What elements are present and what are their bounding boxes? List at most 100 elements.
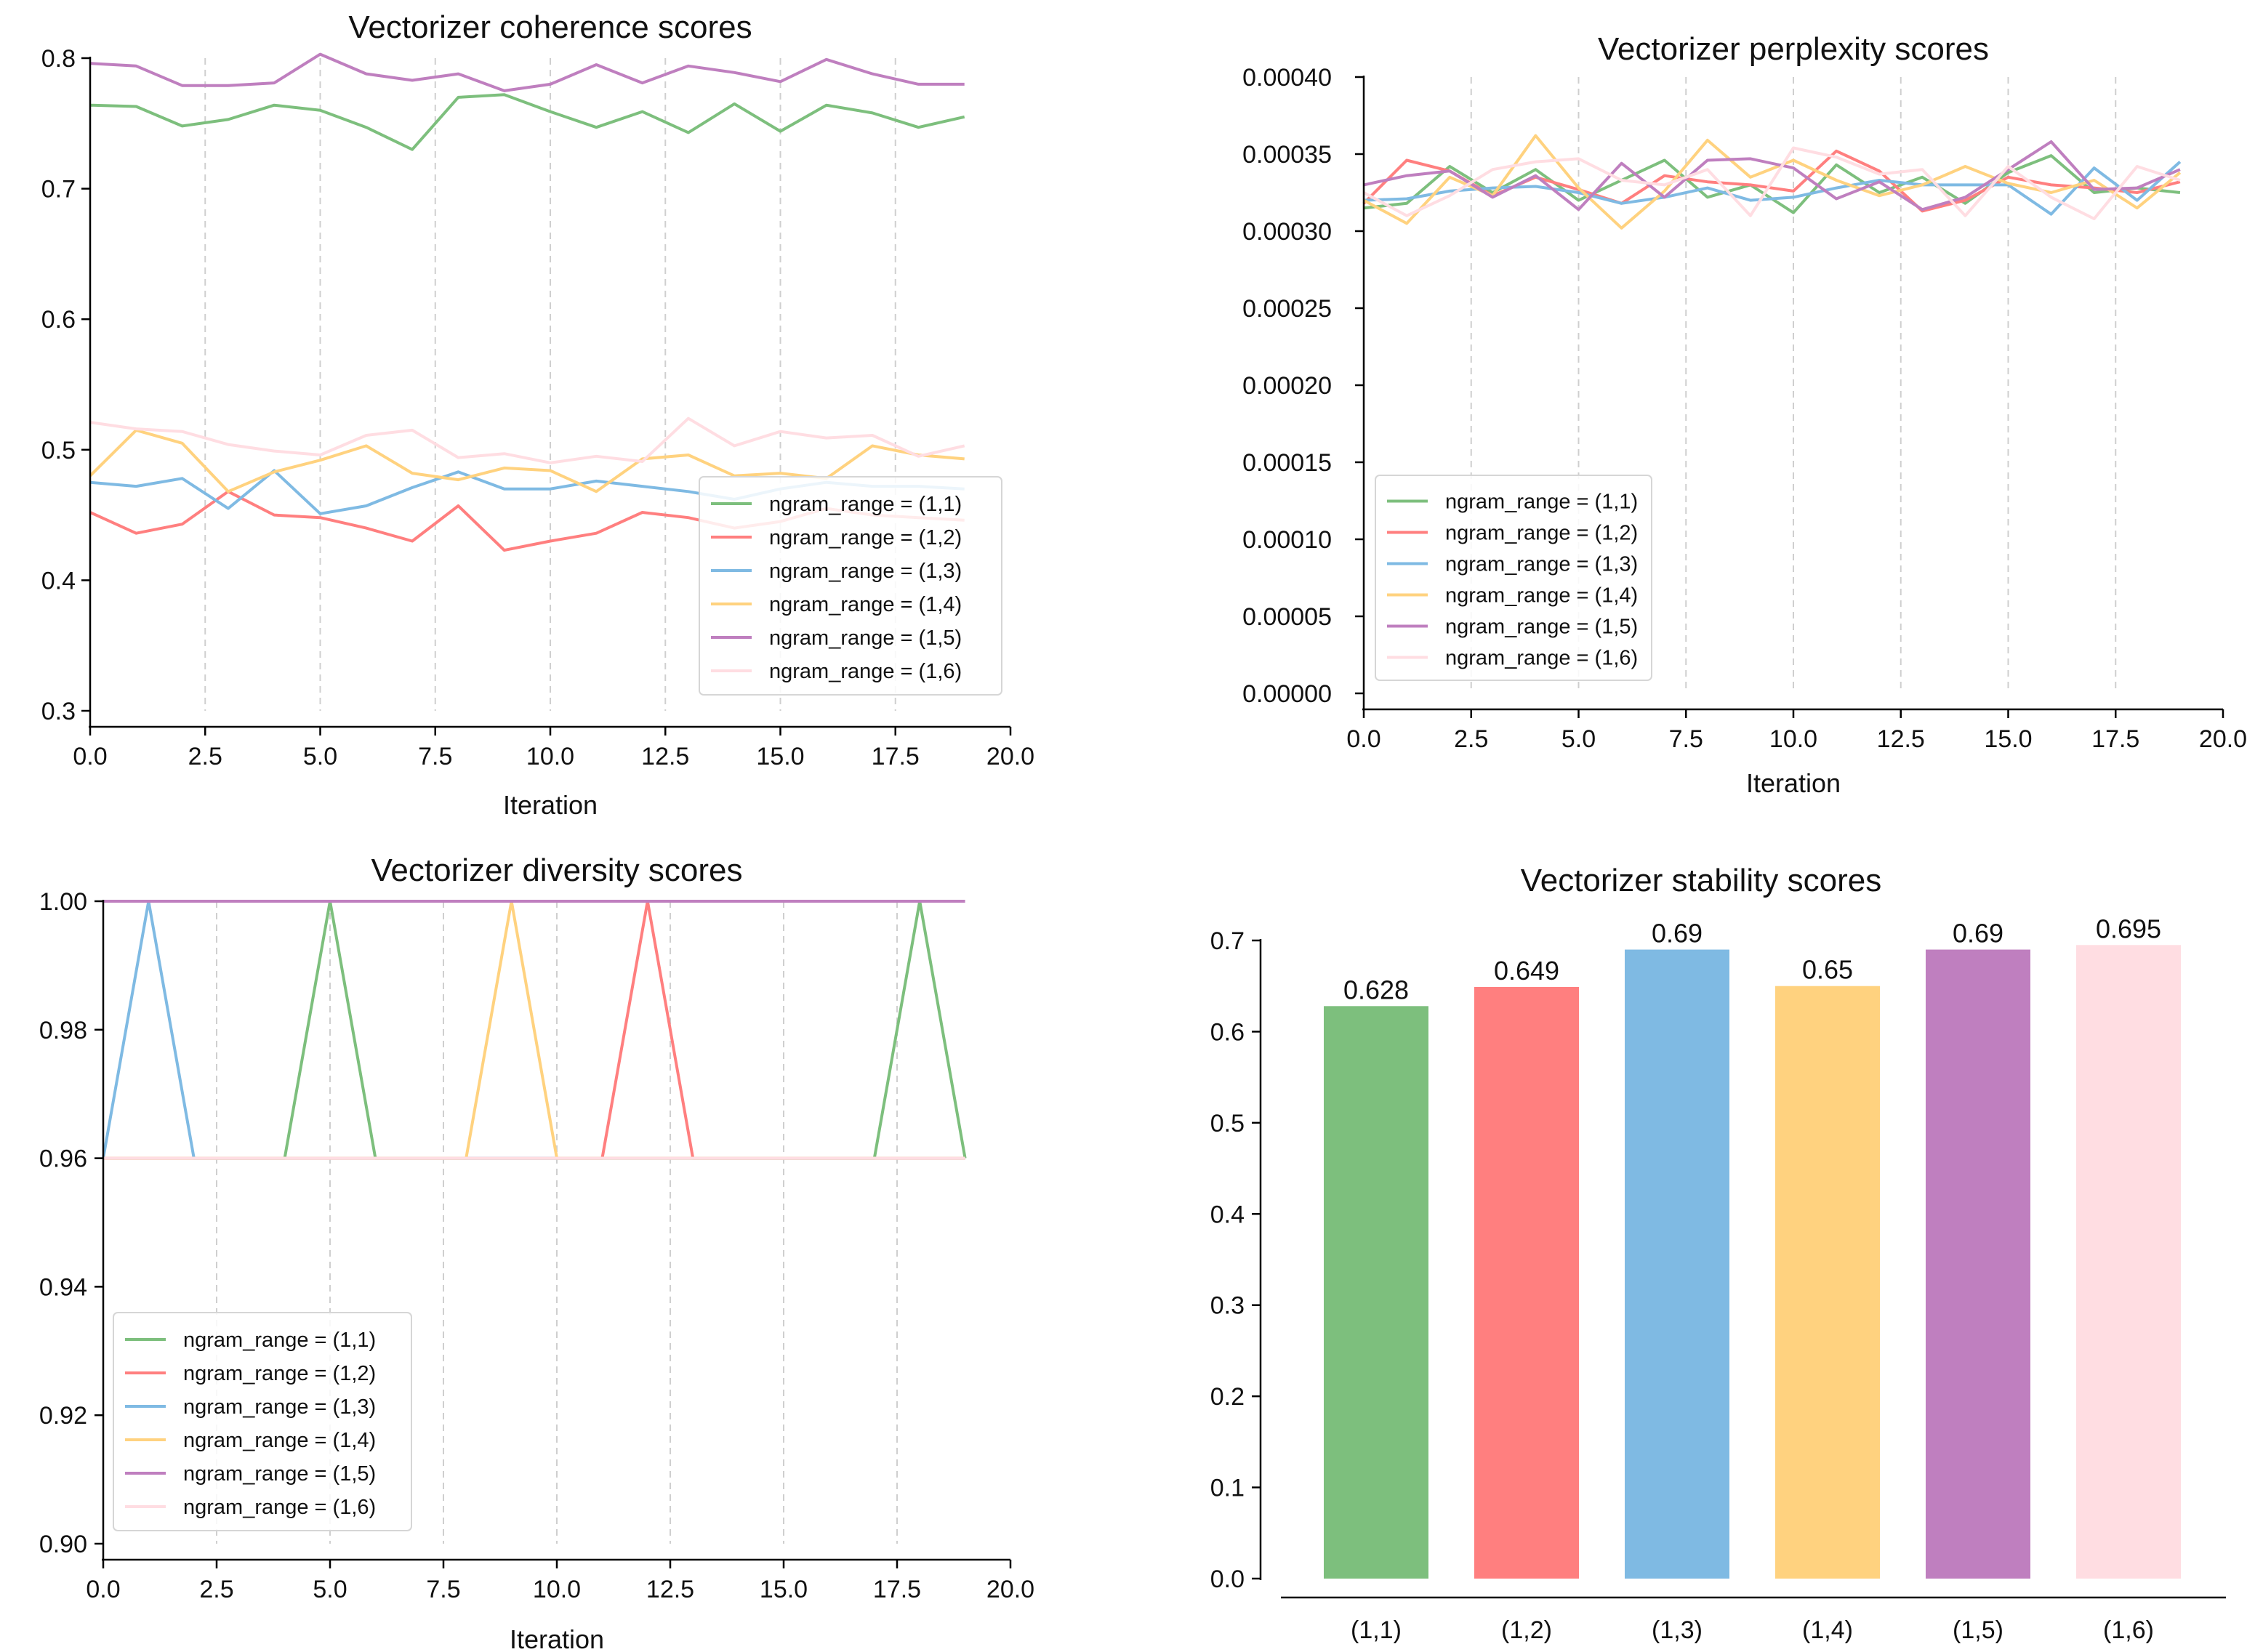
x-tick-label: 2.5 [188,743,222,770]
x-tick-label: 2.5 [199,1576,233,1603]
y-tick-label: 0.00000 [1242,680,1332,708]
chart-title: Vectorizer stability scores [1521,863,1881,898]
legend-box [113,1312,412,1531]
x-tick-label: 0.0 [1346,725,1380,753]
x-tick-label: (1,2) [1501,1616,1552,1644]
series-line-6 [1363,146,2181,220]
chart-title: Vectorizer diversity scores [371,853,742,888]
y-tick-label: 0.4 [41,567,76,595]
bar-6 [2076,945,2181,1579]
x-tick-label: 15.0 [756,743,804,770]
chart-title: Vectorizer coherence scores [348,9,752,45]
coherence-chart: 0.3 0.4 0.5 0.6 0.7 0.8 0.0 2.5 5.0 7.5 10.0 12.5 15… [41,9,1034,820]
x-tick-label: 7.5 [426,1576,460,1603]
legend-label: ngram_range = (1,3) [769,560,962,583]
legend-label: ngram_range = (1,6) [183,1496,376,1519]
x-axis-label: Iteration [1746,768,1841,798]
bar-2 [1474,986,1579,1579]
legend-label: ngram_range = (1,1) [769,493,962,516]
y-tick-label: 0.94 [39,1273,87,1301]
x-tick-label: 15.0 [760,1576,808,1603]
x-tick-label: 10.0 [533,1576,581,1603]
legend-box [699,476,1002,696]
bar-5 [1926,949,2030,1579]
x-tick-label: 10.0 [526,743,574,770]
y-tick-label: 0.00020 [1242,372,1332,400]
y-tick-label: 0.7 [41,176,76,204]
bar-1 [1324,1006,1428,1579]
x-tick-label: 0.0 [73,743,107,770]
chart-title: Vectorizer perplexity scores [1598,31,1989,67]
x-tick-label: 17.5 [873,1576,921,1603]
legend-label: ngram_range = (1,4) [183,1429,376,1452]
legend: ngram_range = (1,1) ngram_range = (1,2) ng… [1375,475,1652,681]
x-tick-label: 20.0 [986,1576,1034,1603]
legend-label: ngram_range = (1,5) [769,626,962,650]
legend-box [1375,475,1652,681]
legend-label: ngram_range = (1,2) [769,526,962,549]
y-tick-label: 0.00030 [1242,218,1332,246]
y-tick-label: 0.5 [41,437,76,464]
x-tick-label: (1,4) [1802,1616,1853,1644]
x-tick-label: 17.5 [872,743,920,770]
legend-label: ngram_range = (1,1) [183,1329,376,1352]
y-tick-label: 0.7 [1210,927,1245,955]
x-tick-label: 5.0 [1561,725,1596,753]
x-tick-label: 12.5 [1877,725,1925,753]
bar-value-label: 0.628 [1343,975,1409,1004]
y-tick-label: 1.00 [39,888,87,916]
x-tick-label: 5.0 [303,743,337,770]
series-line-6 [89,416,965,464]
y-tick-label: 0.00035 [1242,141,1332,169]
legend: ngram_range = (1,1) ngram_range = (1,2) ng… [113,1312,412,1531]
bar-value-label: 0.69 [1652,919,1703,948]
legend-label: ngram_range = (1,2) [183,1362,376,1385]
y-tick-label: 0.3 [1210,1292,1245,1320]
legend-label: ngram_range = (1,3) [183,1395,376,1419]
x-tick-label: (1,1) [1351,1616,1402,1644]
y-tick-label: 0.90 [39,1531,87,1558]
x-tick-label: 7.5 [418,743,452,770]
x-tick-label: 0.0 [86,1576,120,1603]
legend-label: ngram_range = (1,5) [1445,616,1638,639]
y-tick-label: 0.6 [1210,1018,1245,1046]
bar-3 [1625,949,1729,1579]
bar-value-label: 0.69 [1953,919,2003,948]
bar-value-label: 0.649 [1494,956,1559,986]
legend-label: ngram_range = (1,6) [1445,647,1638,670]
x-tick-label: 7.5 [1669,725,1703,753]
y-tick-label: 0.3 [41,698,76,725]
y-tick-label: 0.2 [1210,1383,1245,1411]
x-tick-label: 15.0 [1984,725,2032,753]
legend-label: ngram_range = (1,4) [769,593,962,616]
y-tick-label: 0.4 [1210,1201,1245,1228]
series-line-1 [89,93,965,151]
y-tick-label: 0.00040 [1242,64,1332,92]
bar-value-label: 0.65 [1802,955,1853,985]
x-tick-label: (1,3) [1652,1616,1703,1644]
x-tick-label: 20.0 [2199,725,2247,753]
y-tick-label: 0.98 [39,1017,87,1044]
bar-4 [1775,986,1880,1579]
stability-chart: 0.628 (1,1) 0.649 (1,2) 0.69 (1,3) 0.65 (1,4) 0.… [1210,863,2226,1644]
y-tick-label: 0.0 [1210,1566,1245,1593]
x-tick-label: 12.5 [646,1576,694,1603]
x-tick-label: 17.5 [2091,725,2139,753]
x-axis-label: Iteration [503,790,598,820]
y-tick-label: 0.00025 [1242,295,1332,323]
x-tick-label: 10.0 [1769,725,1817,753]
y-tick-label: 0.5 [1210,1110,1245,1137]
x-tick-label: (1,5) [1953,1616,2003,1644]
y-tick-label: 0.8 [41,45,76,73]
x-tick-label: 20.0 [986,743,1034,770]
y-tick-label: 0.1 [1210,1475,1245,1502]
legend-label: ngram_range = (1,5) [183,1462,376,1486]
bar-value-label: 0.695 [2096,914,2161,943]
diversity-chart: 0.90 0.92 0.94 0.96 0.98 1.00 0.0 2.5 5.0 7.5 10.0… [39,853,1034,1652]
legend-label: ngram_range = (1,6) [769,660,962,683]
x-axis-label: Iteration [510,1624,604,1652]
series-line-4 [103,900,965,1160]
series-line-5 [1363,140,2181,211]
x-tick-label: 5.0 [313,1576,347,1603]
